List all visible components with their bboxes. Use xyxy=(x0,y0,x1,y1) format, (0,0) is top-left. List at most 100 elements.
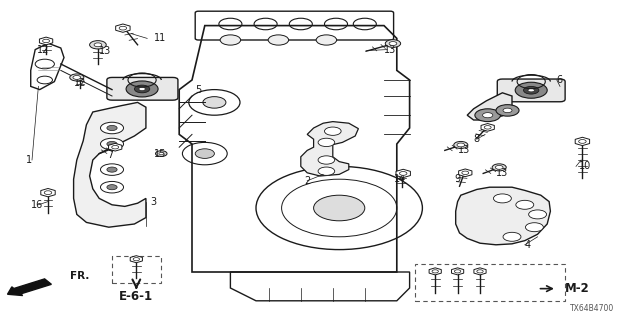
Circle shape xyxy=(44,191,52,195)
FancyArrow shape xyxy=(8,279,51,296)
Circle shape xyxy=(100,138,124,150)
Circle shape xyxy=(399,172,407,175)
Polygon shape xyxy=(74,102,146,227)
Text: 13: 13 xyxy=(384,44,396,55)
Circle shape xyxy=(100,122,124,134)
Circle shape xyxy=(493,194,511,203)
Text: 2: 2 xyxy=(304,176,310,186)
Text: 15: 15 xyxy=(154,148,166,159)
FancyBboxPatch shape xyxy=(107,77,178,100)
Circle shape xyxy=(119,26,127,30)
Circle shape xyxy=(107,167,117,172)
Text: M-2: M-2 xyxy=(564,282,589,295)
Polygon shape xyxy=(459,169,472,177)
Text: 12: 12 xyxy=(74,78,86,88)
Circle shape xyxy=(483,113,493,118)
Text: 6: 6 xyxy=(557,75,563,85)
Text: 10: 10 xyxy=(579,161,591,172)
Circle shape xyxy=(314,195,365,221)
Circle shape xyxy=(100,181,124,193)
Circle shape xyxy=(457,143,465,147)
Circle shape xyxy=(139,87,145,91)
Circle shape xyxy=(496,105,519,116)
Circle shape xyxy=(528,89,534,92)
Circle shape xyxy=(524,86,539,94)
Circle shape xyxy=(316,35,337,45)
Circle shape xyxy=(516,200,534,209)
Circle shape xyxy=(529,210,547,219)
Polygon shape xyxy=(116,24,130,32)
Circle shape xyxy=(389,42,397,45)
Circle shape xyxy=(503,108,512,113)
Circle shape xyxy=(73,76,81,79)
Text: 4: 4 xyxy=(525,240,531,250)
Circle shape xyxy=(515,82,547,98)
Circle shape xyxy=(495,165,503,169)
Circle shape xyxy=(126,81,158,97)
Circle shape xyxy=(484,126,491,129)
Circle shape xyxy=(43,39,49,43)
Circle shape xyxy=(432,270,438,273)
Circle shape xyxy=(475,109,500,122)
Circle shape xyxy=(70,74,84,81)
Text: 16: 16 xyxy=(31,200,43,210)
Polygon shape xyxy=(456,187,550,245)
Polygon shape xyxy=(40,37,52,45)
Circle shape xyxy=(462,171,468,174)
Circle shape xyxy=(94,43,102,47)
Text: 8: 8 xyxy=(474,134,480,144)
Polygon shape xyxy=(396,169,410,178)
Polygon shape xyxy=(301,122,358,176)
Circle shape xyxy=(156,151,167,156)
Circle shape xyxy=(318,156,335,164)
Text: 13: 13 xyxy=(99,46,111,56)
Circle shape xyxy=(159,152,164,155)
Circle shape xyxy=(318,138,335,147)
Polygon shape xyxy=(451,268,464,275)
Text: 1: 1 xyxy=(26,155,32,165)
Circle shape xyxy=(579,140,586,143)
Polygon shape xyxy=(575,137,589,146)
Text: FR.: FR. xyxy=(70,271,90,281)
Text: 7: 7 xyxy=(108,150,114,160)
Text: 11: 11 xyxy=(154,33,166,44)
Circle shape xyxy=(90,41,106,49)
Polygon shape xyxy=(481,124,494,131)
Circle shape xyxy=(195,149,214,158)
Circle shape xyxy=(268,35,289,45)
Text: 9: 9 xyxy=(454,174,461,184)
Polygon shape xyxy=(467,93,512,120)
Circle shape xyxy=(324,127,341,135)
Text: TX64B4700: TX64B4700 xyxy=(570,304,614,313)
Circle shape xyxy=(107,125,117,131)
Circle shape xyxy=(454,141,468,148)
Text: 5: 5 xyxy=(195,84,202,95)
Circle shape xyxy=(100,164,124,175)
Polygon shape xyxy=(429,268,442,275)
Circle shape xyxy=(318,167,335,175)
Text: 3: 3 xyxy=(150,196,157,207)
Polygon shape xyxy=(474,268,486,275)
Text: 12: 12 xyxy=(37,44,49,55)
Circle shape xyxy=(503,232,521,241)
Circle shape xyxy=(107,141,117,147)
Circle shape xyxy=(107,185,117,190)
Circle shape xyxy=(477,270,483,273)
Text: 13: 13 xyxy=(496,168,508,178)
FancyBboxPatch shape xyxy=(497,79,565,102)
Polygon shape xyxy=(109,143,122,151)
Circle shape xyxy=(385,40,401,47)
Circle shape xyxy=(112,146,118,149)
Circle shape xyxy=(203,97,226,108)
Text: 13: 13 xyxy=(458,145,470,156)
Circle shape xyxy=(492,164,506,171)
Text: 14: 14 xyxy=(394,174,406,184)
Circle shape xyxy=(454,270,461,273)
Polygon shape xyxy=(41,188,55,197)
Circle shape xyxy=(133,258,140,261)
Circle shape xyxy=(220,35,241,45)
Circle shape xyxy=(525,223,543,232)
Circle shape xyxy=(134,85,150,93)
Polygon shape xyxy=(130,256,143,263)
Text: E-6-1: E-6-1 xyxy=(119,290,154,302)
